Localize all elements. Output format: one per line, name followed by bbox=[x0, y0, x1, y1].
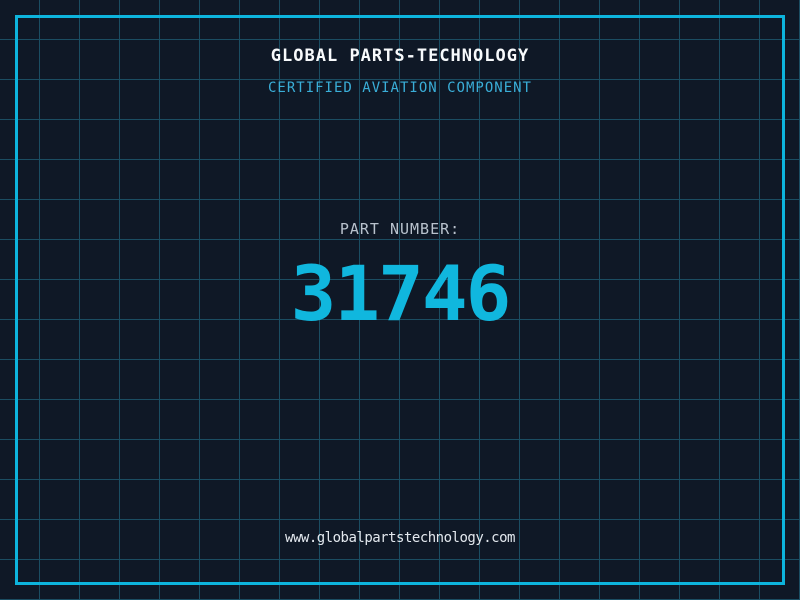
certified-subtitle: CERTIFIED AVIATION COMPONENT bbox=[267, 80, 532, 96]
part-number-value: 31746 bbox=[290, 249, 512, 338]
part-number-label: PART NUMBER: bbox=[339, 220, 461, 238]
border-frame bbox=[15, 15, 785, 585]
company-name-title: GLOBAL PARTS-TECHNOLOGY bbox=[270, 46, 530, 66]
website-url: www.globalpartstechnology.com bbox=[285, 530, 515, 546]
